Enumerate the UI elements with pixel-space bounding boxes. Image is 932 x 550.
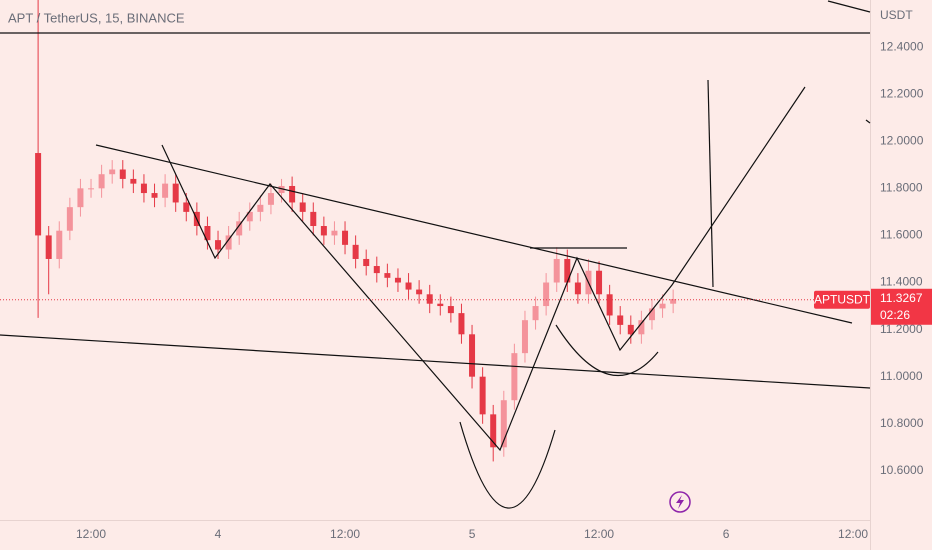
candle-body <box>553 258 560 283</box>
y-tick-label: 10.8000 <box>880 416 924 430</box>
y-tick-label: 11.2000 <box>880 322 923 336</box>
candle-body <box>140 183 147 194</box>
y-tick-label: 11.4000 <box>880 275 923 289</box>
lightning-icon[interactable] <box>669 491 691 513</box>
candle-body <box>363 258 370 267</box>
drawn-arc <box>555 324 659 377</box>
y-tick-label: 12.0000 <box>880 133 924 147</box>
candle-body <box>204 226 211 241</box>
candle-body <box>119 169 126 179</box>
drawn-line <box>865 119 871 124</box>
candle-body <box>66 207 73 231</box>
candle-body <box>246 211 253 222</box>
x-tick-label: 5 <box>469 527 476 541</box>
currency-label: USDT <box>880 8 913 22</box>
y-tick-label: 12.2000 <box>880 86 924 100</box>
candle-body <box>384 273 391 278</box>
candle-body <box>500 400 507 448</box>
chart-title: APT / TetherUS, 15, BINANCE <box>8 10 185 25</box>
candle-body <box>299 202 306 212</box>
candle-body <box>426 294 433 304</box>
candle-body <box>56 230 63 259</box>
candle-body <box>490 414 497 448</box>
candle-body <box>310 211 317 227</box>
candle-body <box>574 282 581 295</box>
last-price-box <box>871 288 932 325</box>
drawn-line <box>707 79 714 288</box>
candle-body <box>151 193 158 198</box>
candle-body <box>437 303 444 307</box>
candle-body <box>416 289 423 295</box>
candle-body <box>532 306 539 321</box>
y-tick-label: 12.4000 <box>880 39 924 53</box>
candle-body <box>638 320 645 335</box>
candle-body <box>458 313 465 335</box>
candle-body <box>331 230 338 236</box>
y-tick-label: 11.0000 <box>880 369 923 383</box>
drawings <box>0 0 871 509</box>
candle-body <box>648 308 655 321</box>
candle-body <box>617 315 624 325</box>
candle-body <box>35 153 42 236</box>
candle-body <box>45 235 52 259</box>
candle-body <box>543 282 550 307</box>
candle-body <box>236 221 243 236</box>
x-tick-label: 12:00 <box>838 527 868 541</box>
candle-body <box>267 193 274 205</box>
candle-body <box>564 258 571 283</box>
candle-body <box>469 334 476 377</box>
last-price-label: 11.3267 <box>880 291 923 305</box>
candle-body <box>373 266 380 274</box>
x-tick-label: 12:00 <box>76 527 106 541</box>
symbol-label: APTUSDT <box>814 292 871 306</box>
candle-body <box>183 202 190 212</box>
y-tick-label: 11.6000 <box>880 228 923 242</box>
candle-body <box>511 353 518 401</box>
symbol-box <box>814 290 870 309</box>
icon-bolt <box>676 495 684 509</box>
candle-body <box>109 169 116 175</box>
candle-body <box>659 303 666 309</box>
y-tick-label: 10.6000 <box>880 463 924 477</box>
y-tick-label: 11.8000 <box>880 181 923 195</box>
drawn-pattern <box>161 86 806 452</box>
candle-body <box>606 294 613 316</box>
candle-body <box>162 183 169 198</box>
candle-body <box>88 188 95 190</box>
icon-circle <box>669 491 691 513</box>
candle-body <box>172 183 179 203</box>
candle-body <box>215 240 222 250</box>
candle-body <box>627 324 634 335</box>
candle-body <box>352 244 359 259</box>
x-tick-label: 12:00 <box>584 527 614 541</box>
drawn-arc <box>459 421 556 509</box>
candle-body <box>257 204 264 212</box>
candle-body <box>342 230 349 245</box>
candle-body <box>521 320 528 354</box>
candle-body <box>98 174 105 189</box>
drawn-line <box>827 0 871 13</box>
candle-body <box>289 185 296 203</box>
drawn-trendline <box>0 334 871 389</box>
x-tick-label: 6 <box>723 527 730 541</box>
candle-body <box>225 235 232 250</box>
candle-body <box>130 178 137 184</box>
countdown-label: 02:26 <box>880 308 910 322</box>
candle-body <box>479 376 486 415</box>
candles <box>35 0 677 462</box>
candle-body <box>320 226 327 236</box>
candle-body <box>394 277 401 283</box>
candle-body <box>278 185 285 194</box>
candle-body <box>405 282 412 290</box>
x-tick-label: 4 <box>215 527 222 541</box>
candle-body <box>447 306 454 314</box>
drawn-trendline <box>95 144 853 324</box>
candle-body <box>77 188 84 208</box>
price-label: APTUSDT 11.3267 02:26 <box>814 288 932 325</box>
x-tick-label: 12:00 <box>330 527 360 541</box>
candle-body <box>670 298 677 304</box>
candle-body <box>596 270 603 295</box>
